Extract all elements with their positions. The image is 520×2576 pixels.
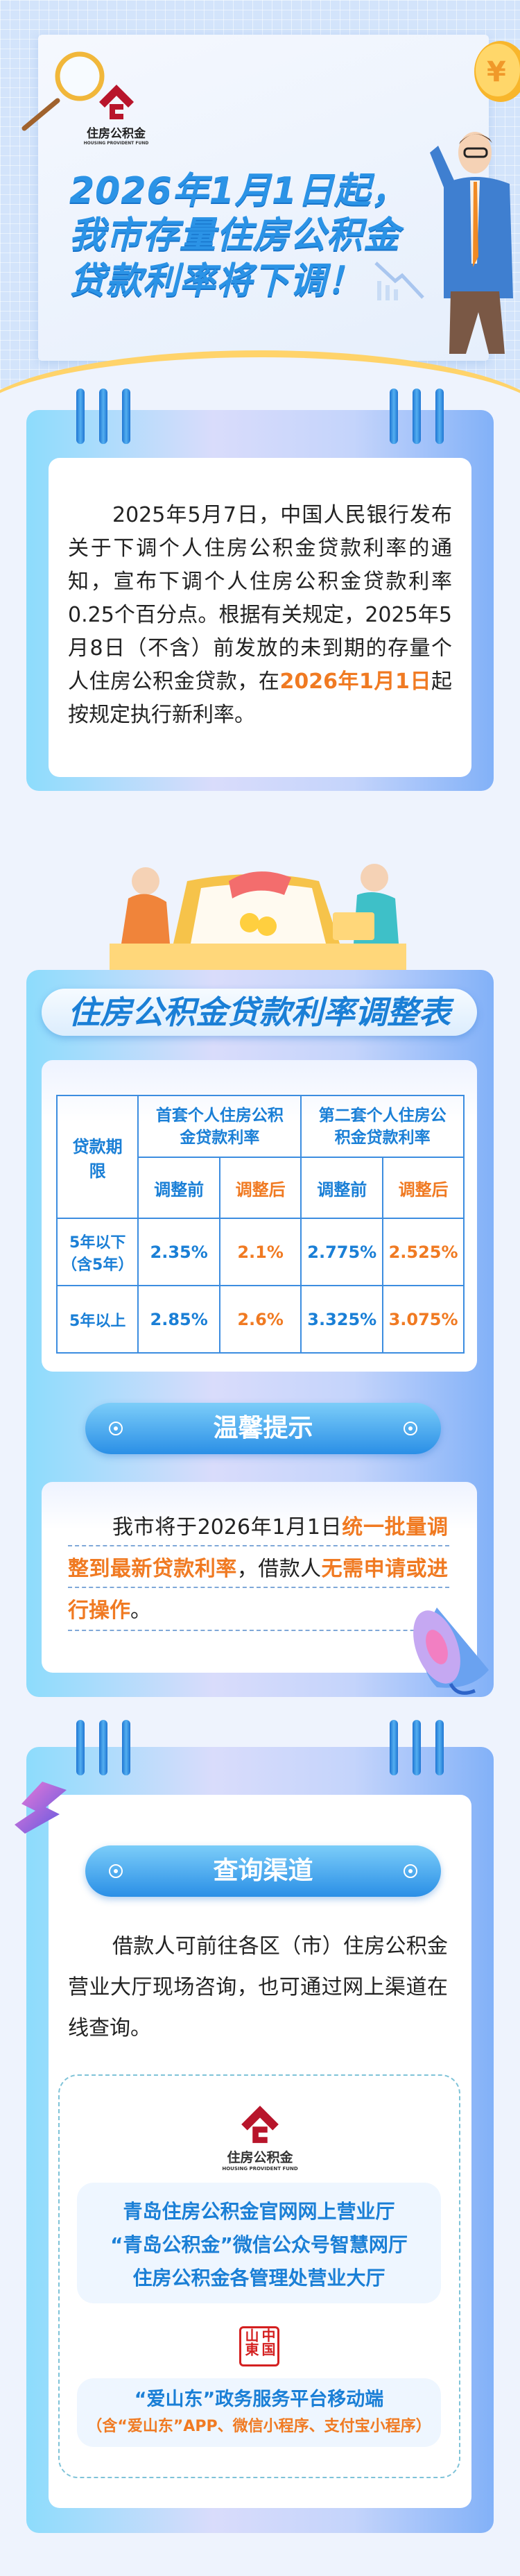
rate-cell: 2.525% <box>382 1218 465 1286</box>
online-channels-box: 青岛住房公积金官网网上营业厅 “青岛公积金”微信公众号智慧网厅 住房公积金各管理… <box>77 2183 441 2303</box>
channels-title-pill: 查询渠道 <box>85 1845 441 1897</box>
magnifier-icon <box>21 51 105 131</box>
rate-table: 贷款期限 首套个人住房公积金贷款利率 第二套个人住房公积金贷款利率 调整前 调整… <box>55 1095 465 1354</box>
businessman-illustration <box>430 132 513 354</box>
tips-highlight-1: 统一批量调整到最新贷款利率 <box>68 1515 449 1581</box>
title-line-1: 2026年1月1日起， <box>69 170 408 212</box>
notice-paper: 2025年5月7日，中国人民银行发布关于下调个人住房公积金贷款利率的通知，宣布下… <box>49 458 471 777</box>
app-channel-note: （含“爱山东”APP、微信小程序、支付宝小程序） <box>87 2418 431 2435</box>
megaphone-icon <box>413 1607 489 1695</box>
tips-text-1: 我市将于2026年1月1日 <box>112 1515 343 1539</box>
notice-text-end: 起按规定执行新利率。 <box>68 669 452 727</box>
tips-title-pill: 温馨提示 <box>85 1403 441 1454</box>
rate-cell: 2.1% <box>218 1218 302 1286</box>
channel-item: 青岛住房公积金官网网上营业厅 <box>123 2200 395 2223</box>
yuan-coin-icon: ¥ <box>474 41 520 102</box>
col-first-before: 调整前 <box>137 1157 220 1219</box>
app-channel-box: “爱山东”政务服务平台移动端 （含“爱山东”APP、微信小程序、支付宝小程序） <box>77 2378 441 2447</box>
col-second-after: 调整后 <box>382 1157 465 1219</box>
binder-ring <box>413 1720 421 1775</box>
fund-logo: 住房公积金 HOUSING PROVIDENT FUND <box>80 83 153 146</box>
binder-ring <box>435 1720 444 1775</box>
tips-paper <box>42 1482 477 1673</box>
logo-en-text: HOUSING PROVIDENT FUND <box>222 2166 298 2172</box>
binder-ring <box>99 1720 107 1775</box>
dashed-rule <box>68 1587 449 1588</box>
dashed-rule <box>68 1630 449 1631</box>
term-cell: 5年以上 <box>55 1285 139 1354</box>
rate-cell: 3.075% <box>382 1285 465 1354</box>
col-term-header: 贷款期限 <box>55 1095 139 1219</box>
fund-logo: 住房公积金 HOUSING PROVIDENT FUND <box>218 2104 302 2172</box>
binder-ring <box>99 389 107 444</box>
rate-cell: 3.325% <box>300 1285 384 1354</box>
col-group-first: 首套个人住房公积金贷款利率 <box>137 1095 302 1158</box>
fund-logo-icon <box>98 85 134 119</box>
rate-cell: 2.6% <box>218 1285 302 1354</box>
logo-cn-text: 住房公积金 <box>227 2150 293 2165</box>
term-cell: 5年以下（含5年） <box>55 1218 139 1286</box>
downtrend-chart-icon <box>374 262 424 300</box>
title-line-3: 贷款利率将下调！ <box>69 260 364 302</box>
title-line-2: 我市存量住房公积金 <box>69 214 401 256</box>
binder-ring <box>76 1720 85 1775</box>
binder-ring <box>76 389 85 444</box>
channel-item: “青岛公积金”微信公众号智慧网厅 <box>110 2233 408 2256</box>
binder-ring <box>435 389 444 444</box>
notice-card: 2025年5月7日，中国人民银行发布关于下调个人住房公积金贷款利率的通知，宣布下… <box>26 410 494 791</box>
pill-dot-icon <box>109 1864 123 1878</box>
shandong-seal-logo: 中国山東 <box>239 2326 279 2366</box>
app-channel-title: “爱山东”政务服务平台移动端 <box>134 2389 384 2410</box>
logo-cn-text: 住房公积金 <box>87 127 146 141</box>
channels-box <box>58 2074 460 2478</box>
logo-en-text: HOUSING PROVIDENT FUND <box>83 141 149 146</box>
rate-cell: 2.35% <box>137 1218 220 1286</box>
notice-text: 2025年5月7日，中国人民银行发布关于下调个人住房公积金贷款利率的通知，宣布下… <box>68 499 452 732</box>
channel-item: 住房公积金各管理处营业大厅 <box>132 2267 385 2289</box>
hero-banner: ¥ 住房公积金 HOUSING PROVIDENT FUND 2026年1月1日… <box>0 0 520 444</box>
binder-ring <box>390 389 398 444</box>
table-row: 5年以下（含5年） 2.35% 2.1% 2.775% 2.525% <box>55 1218 465 1286</box>
lightning-icon <box>15 1782 67 1834</box>
seal-text: 中国山東 <box>243 2328 276 2356</box>
dashed-rule <box>68 1545 449 1546</box>
pill-dot-icon <box>404 1864 417 1878</box>
tips-title: 温馨提示 <box>213 1414 313 1442</box>
table-row: 5年以上 2.85% 2.6% 3.325% 3.075% <box>55 1285 465 1354</box>
notice-date-highlight: 2026年1月1日 <box>279 669 431 694</box>
pill-dot-icon <box>404 1422 417 1435</box>
binder-ring <box>122 1720 130 1775</box>
binder-ring <box>390 1720 398 1775</box>
tips-text-2: ，借款人 <box>236 1557 322 1581</box>
notice-text-main: 2025年5月7日，中国人民银行发布关于下调个人住房公积金贷款利率的通知，宣布下… <box>68 503 452 694</box>
col-first-after: 调整后 <box>218 1157 302 1219</box>
channels-intro: 借款人可前往各区（市）住房公积金营业大厅现场咨询，也可通过网上渠道在线查询。 <box>68 1934 448 2040</box>
binder-ring <box>122 389 130 444</box>
rate-cell: 2.775% <box>300 1218 384 1286</box>
svg-text:¥: ¥ <box>487 56 506 88</box>
col-group-second: 第二套个人住房公积金贷款利率 <box>300 1095 465 1158</box>
reading-people-illustration <box>110 864 406 971</box>
tips-text-3: 。 <box>130 1598 151 1623</box>
col-second-before: 调整前 <box>300 1157 384 1219</box>
channels-title: 查询渠道 <box>213 1857 313 1885</box>
rate-table-title: 住房公积金贷款利率调整表 <box>42 989 477 1036</box>
binder-ring <box>413 389 421 444</box>
rate-cell: 2.85% <box>137 1285 220 1354</box>
tips-text: 我市将于2026年1月1日统一批量调整到最新贷款利率，借款人无需申请或进行操作。 <box>68 1507 448 1632</box>
pill-dot-icon <box>109 1422 123 1435</box>
tips-highlight-2: 无需申请或进行操作 <box>68 1557 449 1623</box>
fund-logo-icon <box>241 2106 279 2143</box>
